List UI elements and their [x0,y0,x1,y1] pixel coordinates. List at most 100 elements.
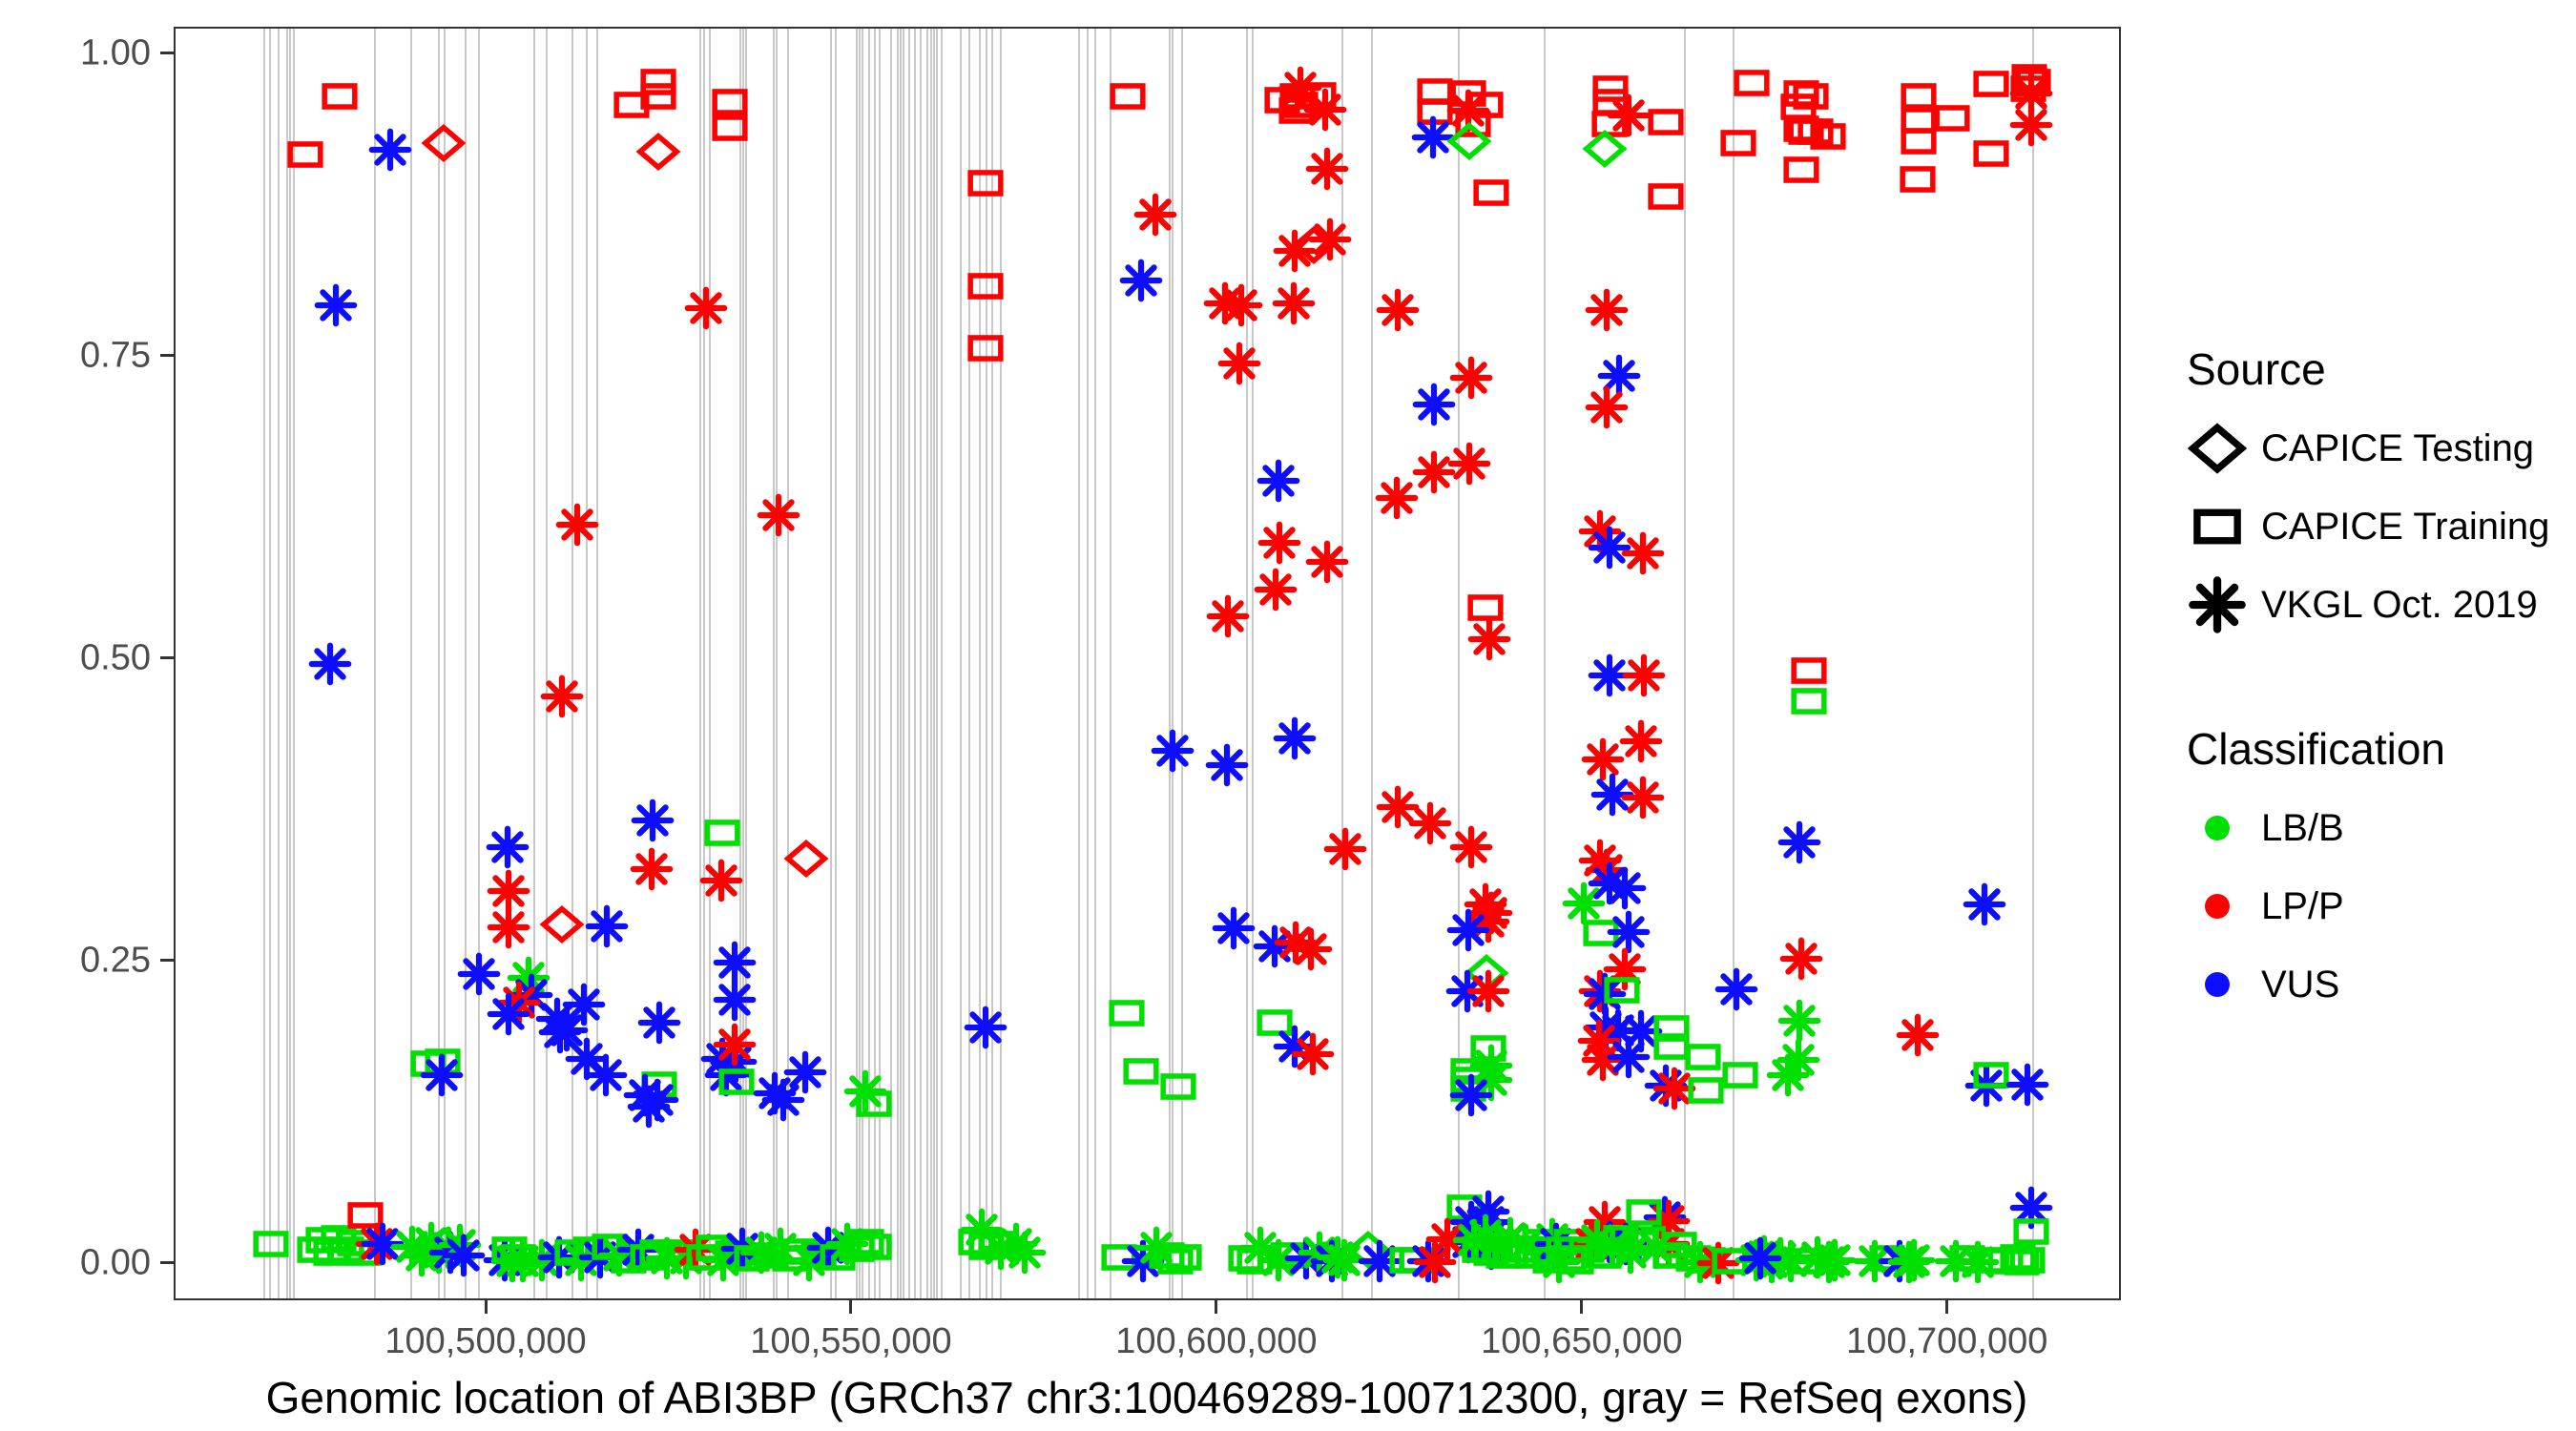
data-point [1621,653,1667,698]
data-point [354,1221,400,1267]
legend-color-dot-icon [2205,972,2230,997]
data-point [1468,1226,1514,1272]
data-point [1105,73,1151,119]
data-point [1446,118,1492,164]
x-tick-mark [1945,1300,1949,1314]
data-point [1577,508,1623,554]
data-point [1582,1199,1628,1245]
data-point [1271,280,1317,326]
data-point [710,1231,756,1276]
data-point [636,1000,682,1046]
refseq-exon-line [1093,29,1096,1298]
refseq-exon-line [829,29,832,1298]
refseq-exon-line [990,29,993,1298]
data-point [1852,1238,1898,1284]
data-point [1445,907,1491,953]
data-point [1587,101,1632,147]
legend-source-item-label: CAPICE Training [2261,505,2550,548]
data-point [782,1049,828,1095]
data-point [843,1219,889,1265]
refseq-exon-line [926,29,929,1298]
data-point [1375,287,1421,333]
data-point [1886,1239,1932,1285]
data-point [1445,1066,1491,1111]
data-point [1463,82,1508,128]
data-point [1118,258,1164,303]
data-point [606,1237,652,1283]
data-point [634,1230,680,1275]
data-point [1232,1238,1278,1284]
data-point [625,1234,671,1280]
legend: Source CAPICE Testing CAPICE Training VKGL… [2187,343,2568,1036]
data-point [1778,106,1824,152]
data-point [1205,593,1251,639]
data-point [408,1220,454,1266]
data-point [1891,1237,1937,1283]
data-point [1288,926,1334,972]
refseq-exon-line [289,29,292,1298]
data-point [1464,950,1509,996]
data-point [1589,1224,1635,1270]
refseq-exon-line [1077,29,1080,1298]
data-point [1118,1048,1164,1094]
data-point [1548,1219,1594,1265]
refseq-exon-line [263,29,266,1298]
data-point [1599,967,1645,1013]
data-point [1588,79,1633,125]
data-point [1463,1213,1508,1258]
data-point [1553,1238,1599,1284]
data-point [1643,99,1689,145]
refseq-exon-line [985,29,987,1298]
refseq-exon-line [739,29,741,1298]
data-point [1307,217,1353,262]
data-point [577,1234,623,1280]
data-point [1896,97,1942,143]
data-point [1357,1238,1402,1284]
data-point [1445,1219,1491,1265]
data-point [1895,1012,1941,1058]
data-point [1002,1230,1048,1275]
data-point [1584,847,1630,893]
data-point [1509,1233,1555,1278]
data-point [308,1230,354,1275]
data-point [1278,82,1323,128]
data-point [1621,1190,1667,1235]
data-point [1765,1052,1811,1098]
refseq-exon-line [861,29,863,1298]
data-point [1633,1225,1679,1271]
data-point [1776,1037,1821,1083]
refseq-exon-line [907,29,910,1298]
data-point [2005,1062,2050,1108]
data-point [486,904,531,950]
data-point [1671,1235,1716,1281]
legend-classification-item-label: LP/P [2261,884,2344,927]
data-point [1683,1068,1729,1113]
data-point [584,903,630,949]
data-point [1648,1233,1693,1278]
data-point [1525,1230,1570,1275]
refseq-exon-line [2031,29,2034,1298]
legend-classification-item: LP/P [2187,880,2568,933]
y-tick-label: 0.75 [80,335,151,376]
refseq-exon-line [1732,29,1735,1298]
legend-classification-item: VUS [2187,958,2568,1011]
data-point [1564,1227,1610,1273]
data-point [1424,1216,1470,1262]
data-point [1595,1007,1641,1053]
refseq-exon-line [1245,29,1248,1298]
refseq-exon-line [586,29,589,1298]
x-tick-mark [1580,1300,1584,1314]
data-point [636,1062,682,1108]
data-point [1656,1222,1702,1268]
y-tick-mark [160,656,174,660]
data-point [1587,653,1632,698]
data-point [1517,1219,1563,1265]
refseq-exon-line [698,29,701,1298]
refseq-exon-line [867,29,870,1298]
data-point [1448,355,1494,401]
data-point [307,641,353,687]
data-point [1546,1235,1591,1281]
legend-source-item: CAPICE Training [2187,500,2568,553]
data-point [1643,174,1689,219]
data-point [1445,1057,1491,1103]
